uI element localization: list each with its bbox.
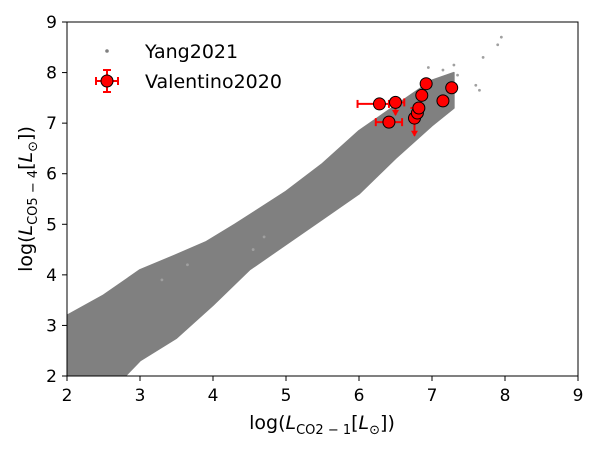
series-valentino2020-point	[382, 115, 396, 129]
axes-frame	[66, 21, 579, 377]
y-tick-label: 5	[46, 215, 57, 235]
legend-label-valentino2020: Valentino2020	[145, 71, 282, 93]
upper-limit-arrow	[410, 130, 418, 137]
series-yang2021-point	[481, 56, 485, 59]
series-valentino2020-point	[419, 77, 433, 91]
plot-clip-group	[67, 35, 503, 376]
x-tick-label: 9	[573, 386, 584, 406]
y-axis-label: log(LCO5 − 4[L⊙])	[15, 126, 41, 272]
series-yang2021-point	[262, 235, 266, 239]
x-tick-label: 4	[208, 386, 219, 406]
series-yang2021-point	[499, 35, 503, 39]
series-yang2021-point	[452, 63, 456, 67]
x-tick-label: 5	[281, 386, 292, 406]
series-valentino2020	[356, 77, 459, 137]
series-yang2021-point	[456, 73, 459, 77]
series-yang2021-cloud	[67, 71, 455, 376]
x-tick-label: 3	[135, 386, 146, 406]
legend-marker-yang2021	[105, 49, 109, 53]
x-tick-label: 6	[354, 386, 365, 406]
series-yang2021-point	[251, 248, 255, 251]
y-tick-label: 4	[46, 266, 57, 286]
series-yang2021-point	[426, 66, 430, 69]
series-yang2021-point	[441, 68, 445, 72]
series-valentino2020-point	[415, 88, 429, 102]
series-yang2021-point	[478, 88, 481, 92]
y-tick-label: 6	[46, 165, 57, 185]
series-yang2021-point	[186, 263, 189, 267]
y-tick-label: 8	[46, 64, 57, 84]
x-tick-label: 8	[500, 386, 511, 406]
x-axis-label: log(LCO2 − 1[L⊙])	[249, 412, 395, 438]
x-tick-label: 2	[62, 386, 73, 406]
y-tick-label: 7	[46, 114, 57, 134]
plot-area	[67, 35, 503, 376]
legend-label-yang2021: Yang2021	[144, 41, 238, 63]
y-tick-label: 3	[46, 316, 57, 336]
y-tick-label: 2	[46, 367, 57, 387]
legend: Yang2021 Valentino2020	[95, 41, 282, 93]
x-tick-label: 7	[427, 386, 438, 406]
y-tick-label: 9	[46, 13, 57, 33]
legend-marker-valentino2020	[95, 69, 119, 93]
series-yang2021-point	[160, 278, 164, 282]
series-valentino2020-point	[372, 97, 386, 111]
series-yang2021-point	[474, 83, 478, 87]
upper-limit-arrow	[392, 110, 399, 117]
series-yang2021-point	[496, 43, 500, 47]
series-valentino2020-point	[445, 81, 459, 95]
series-valentino2020-point	[412, 101, 426, 115]
series-valentino2020-point	[389, 95, 402, 109]
series-valentino2020-point	[436, 94, 450, 108]
axis-ticks: 2 3 4 5 6 7 8 9 2 3 4 5 6 7 8 9	[46, 13, 583, 406]
